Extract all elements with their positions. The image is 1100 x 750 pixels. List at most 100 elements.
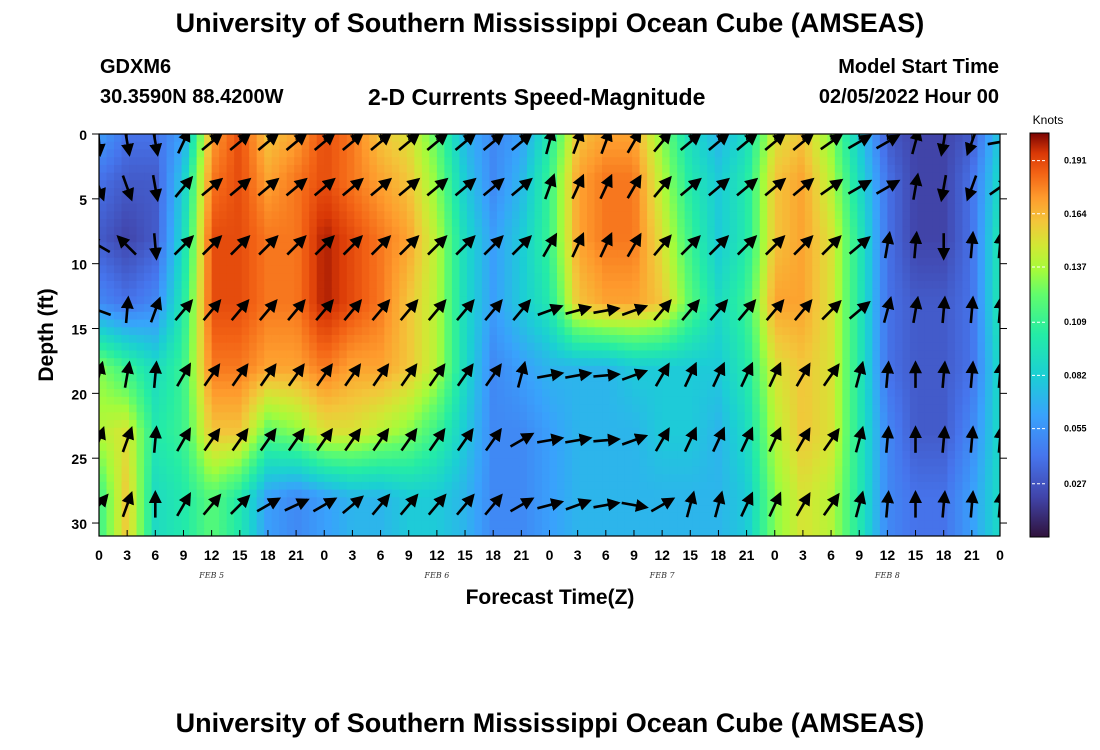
heatmap-cell: [256, 412, 265, 421]
heatmap-cell: [759, 427, 768, 437]
heatmap-cell: [812, 149, 821, 158]
heatmap-cell: [609, 296, 618, 305]
heatmap-cell: [887, 420, 896, 429]
heatmap-cell: [114, 358, 123, 367]
heatmap-cell: [609, 164, 618, 174]
heatmap-cell: [324, 311, 333, 321]
heatmap-cell: [909, 265, 919, 274]
heatmap-cell: [729, 219, 738, 228]
heatmap-cell: [129, 311, 138, 321]
heatmap-cell: [842, 164, 851, 174]
heatmap-cell: [707, 280, 716, 290]
heatmap-cell: [451, 420, 460, 429]
heatmap-cell: [804, 389, 813, 398]
heatmap-cell: [782, 172, 791, 181]
heatmap-cell: [954, 273, 964, 282]
heatmap-cell: [917, 443, 926, 452]
heatmap-cell: [429, 335, 438, 344]
heatmap-cell: [414, 164, 423, 174]
heatmap-cell: [677, 365, 686, 375]
heatmap-cell: [504, 435, 513, 444]
heatmap-cell: [219, 396, 228, 406]
heatmap-cell: [579, 404, 588, 413]
heatmap-cell: [624, 427, 633, 437]
heatmap-cell: [399, 265, 408, 274]
heatmap-cell: [609, 412, 618, 421]
heatmap-cell: [234, 342, 243, 352]
heatmap-cell: [662, 335, 671, 344]
heatmap-cell: [241, 172, 250, 181]
heatmap-cell: [947, 219, 956, 228]
heatmap-cell: [226, 257, 235, 267]
heatmap-cell: [294, 157, 303, 166]
heatmap-cell: [804, 273, 813, 282]
heatmap-cell: [684, 157, 693, 166]
heatmap-cell: [977, 296, 986, 305]
heatmap-cell: [504, 180, 513, 189]
heatmap-cell: [842, 389, 851, 398]
heatmap-cell: [136, 149, 145, 158]
heatmap-cell: [564, 327, 573, 336]
heatmap-cell: [707, 435, 716, 444]
heatmap-cell: [624, 211, 633, 220]
heatmap-cell: [864, 327, 873, 336]
heatmap-cell: [812, 389, 821, 398]
heatmap-cell: [324, 358, 333, 367]
heatmap-cell: [669, 149, 678, 158]
heatmap-cell: [797, 396, 806, 406]
heatmap-cell: [406, 342, 415, 352]
heatmap-cell: [969, 242, 979, 251]
heatmap-cell: [279, 319, 288, 328]
heatmap-cell: [376, 420, 385, 429]
heatmap-cell: [369, 373, 378, 382]
heatmap-cell: [249, 450, 258, 460]
heatmap-cell: [144, 350, 153, 359]
heatmap-cell: [294, 288, 303, 297]
heatmap-cell: [894, 396, 903, 406]
heatmap-cell: [842, 180, 851, 189]
heatmap-cell: [692, 164, 701, 174]
heatmap-cell: [744, 164, 753, 174]
heatmap-cell: [879, 311, 888, 321]
heatmap-cell: [256, 134, 265, 143]
heatmap-cell: [151, 311, 160, 321]
heatmap-cell: [444, 412, 453, 421]
heatmap-cell: [481, 226, 491, 236]
heatmap-cell: [789, 211, 798, 220]
heatmap-cell: [557, 280, 566, 290]
heatmap-cell: [969, 257, 979, 267]
heatmap-cell: [887, 311, 896, 321]
heatmap-cell: [699, 427, 708, 437]
heatmap-cell: [511, 249, 521, 259]
heatmap-cell: [451, 242, 460, 251]
heatmap-cell: [159, 172, 168, 181]
heatmap-cell: [564, 335, 573, 344]
heatmap-cell: [474, 219, 483, 228]
heatmap-cell: [617, 427, 626, 437]
heatmap-cell: [189, 141, 198, 151]
heatmap-cell: [752, 265, 761, 274]
heatmap-cell: [549, 211, 558, 220]
heatmap-cell: [714, 443, 723, 452]
heatmap-cell: [346, 350, 355, 359]
heatmap-cell: [481, 335, 491, 344]
heatmap-cell: [932, 396, 941, 406]
heatmap-cell: [819, 296, 828, 305]
heatmap-cell: [909, 195, 919, 205]
heatmap-cell: [834, 188, 843, 197]
heatmap-cell: [174, 350, 183, 359]
heatmap-cell: [767, 203, 776, 212]
heatmap-cell: [752, 311, 761, 321]
heatmap-cell: [864, 404, 873, 413]
heatmap-cell: [316, 265, 325, 274]
heatmap-cell: [557, 296, 566, 305]
heatmap-cell: [406, 350, 415, 359]
heatmap-cell: [774, 149, 783, 158]
heatmap-cell: [481, 435, 491, 444]
heatmap-cell: [406, 358, 415, 367]
heatmap-cell: [939, 389, 949, 398]
heatmap-cell: [331, 296, 340, 305]
heatmap-cell: [489, 350, 498, 359]
heatmap-cell: [992, 195, 1000, 205]
heatmap-cell: [414, 311, 423, 321]
